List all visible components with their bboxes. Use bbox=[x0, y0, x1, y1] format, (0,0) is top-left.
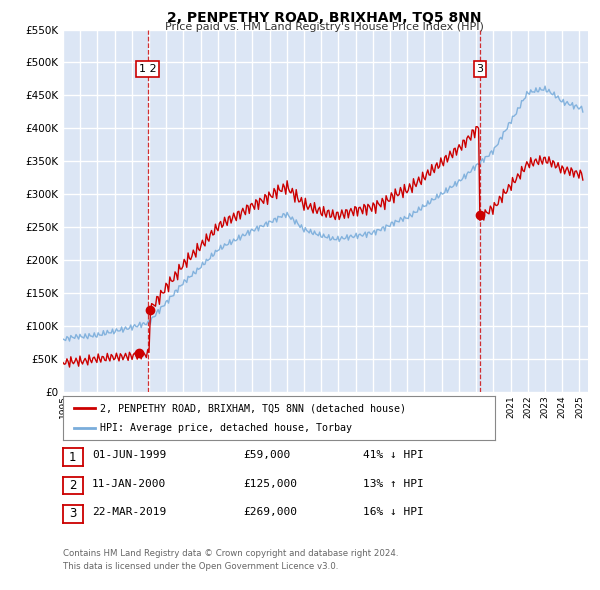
Text: Contains HM Land Registry data © Crown copyright and database right 2024.: Contains HM Land Registry data © Crown c… bbox=[63, 549, 398, 558]
Text: 22-MAR-2019: 22-MAR-2019 bbox=[92, 507, 166, 517]
Text: Price paid vs. HM Land Registry's House Price Index (HPI): Price paid vs. HM Land Registry's House … bbox=[164, 22, 484, 32]
Text: 01-JUN-1999: 01-JUN-1999 bbox=[92, 451, 166, 460]
Text: 2, PENPETHY ROAD, BRIXHAM, TQ5 8NN (detached house): 2, PENPETHY ROAD, BRIXHAM, TQ5 8NN (deta… bbox=[100, 403, 406, 413]
Text: £125,000: £125,000 bbox=[243, 479, 297, 489]
Text: 1 2: 1 2 bbox=[139, 64, 157, 74]
Text: 3: 3 bbox=[476, 64, 484, 74]
Text: 3: 3 bbox=[69, 507, 77, 520]
Text: 16% ↓ HPI: 16% ↓ HPI bbox=[363, 507, 424, 517]
Text: £269,000: £269,000 bbox=[243, 507, 297, 517]
Text: 1: 1 bbox=[69, 451, 77, 464]
Text: HPI: Average price, detached house, Torbay: HPI: Average price, detached house, Torb… bbox=[100, 423, 352, 433]
Text: 2, PENPETHY ROAD, BRIXHAM, TQ5 8NN: 2, PENPETHY ROAD, BRIXHAM, TQ5 8NN bbox=[167, 11, 481, 25]
Text: £59,000: £59,000 bbox=[243, 451, 290, 460]
Text: This data is licensed under the Open Government Licence v3.0.: This data is licensed under the Open Gov… bbox=[63, 562, 338, 571]
Text: 13% ↑ HPI: 13% ↑ HPI bbox=[363, 479, 424, 489]
Text: 2: 2 bbox=[69, 479, 77, 492]
Text: 11-JAN-2000: 11-JAN-2000 bbox=[92, 479, 166, 489]
Text: 41% ↓ HPI: 41% ↓ HPI bbox=[363, 451, 424, 460]
